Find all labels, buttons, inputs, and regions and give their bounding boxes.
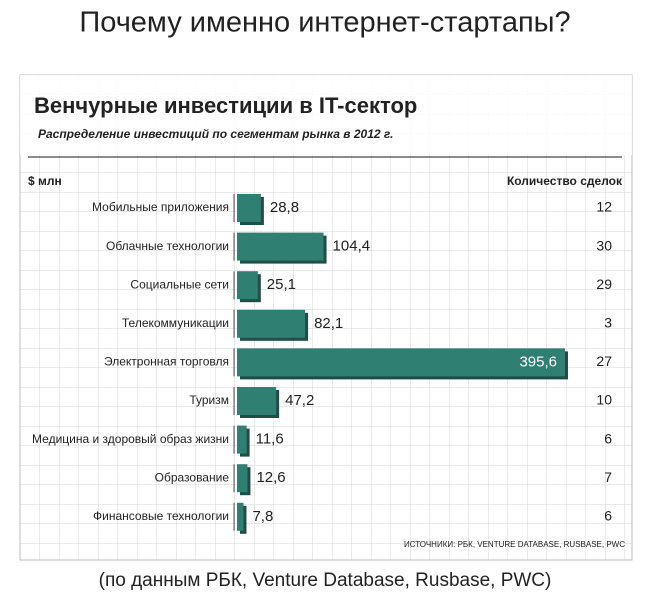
value-label: 47,2 — [285, 392, 314, 409]
category-label: Телекоммуникации — [122, 316, 229, 330]
category-label: Социальные сети — [130, 277, 229, 291]
value-label: 28,8 — [270, 199, 299, 216]
category-label: Облачные технологии — [106, 239, 229, 253]
deal-count: 6 — [604, 508, 612, 524]
bar — [237, 271, 258, 300]
bar — [237, 502, 244, 531]
deal-count: 10 — [596, 392, 612, 408]
deal-count: 3 — [604, 315, 612, 331]
bar — [237, 348, 565, 377]
chart-background — [19, 74, 633, 561]
value-label: 7,8 — [252, 508, 273, 525]
bar — [237, 309, 306, 338]
category-label: Финансовые технологии — [93, 509, 229, 523]
category-label: Мобильные приложения — [92, 200, 229, 214]
value-label: 11,6 — [256, 431, 284, 448]
deal-count: 30 — [596, 237, 612, 253]
value-label: 25,1 — [267, 276, 296, 293]
category-label: Туризм — [189, 393, 229, 407]
value-label: 12,6 — [256, 469, 285, 486]
deal-count: 12 — [596, 199, 612, 215]
category-label: Медицина и здоровый образ жизни — [32, 432, 229, 446]
header-background — [20, 75, 632, 155]
value-axis-label: $ млн — [28, 174, 62, 188]
caption: (по данным РБК, Venture Database, Rusbas… — [99, 570, 552, 591]
bar — [237, 425, 247, 454]
bar — [237, 232, 324, 261]
chart-title: Венчурные инвестиции в IT-сектор — [34, 93, 417, 118]
count-label: Количество сделок — [507, 174, 623, 188]
deal-count: 27 — [596, 353, 612, 369]
category-label: Образование — [155, 470, 230, 484]
slide-title: Почему именно интернет-стартапы? — [79, 7, 570, 39]
source: ИСТОЧНИКИ: РБК, VENTURE DATABASE, RUSBAS… — [404, 540, 625, 549]
bar — [237, 464, 248, 493]
deal-count: 29 — [596, 276, 612, 292]
value-label: 395,6 — [519, 353, 557, 370]
chart-subtitle: Распределение инвестиций по сегментам ры… — [38, 127, 393, 141]
bar — [237, 194, 261, 222]
value-label: 104,4 — [333, 238, 371, 255]
deal-count: 7 — [604, 469, 612, 485]
category-label: Электронная торговля — [104, 355, 229, 369]
value-label: 82,1 — [314, 315, 343, 332]
bar — [237, 387, 277, 415]
deal-count: 6 — [604, 430, 612, 446]
